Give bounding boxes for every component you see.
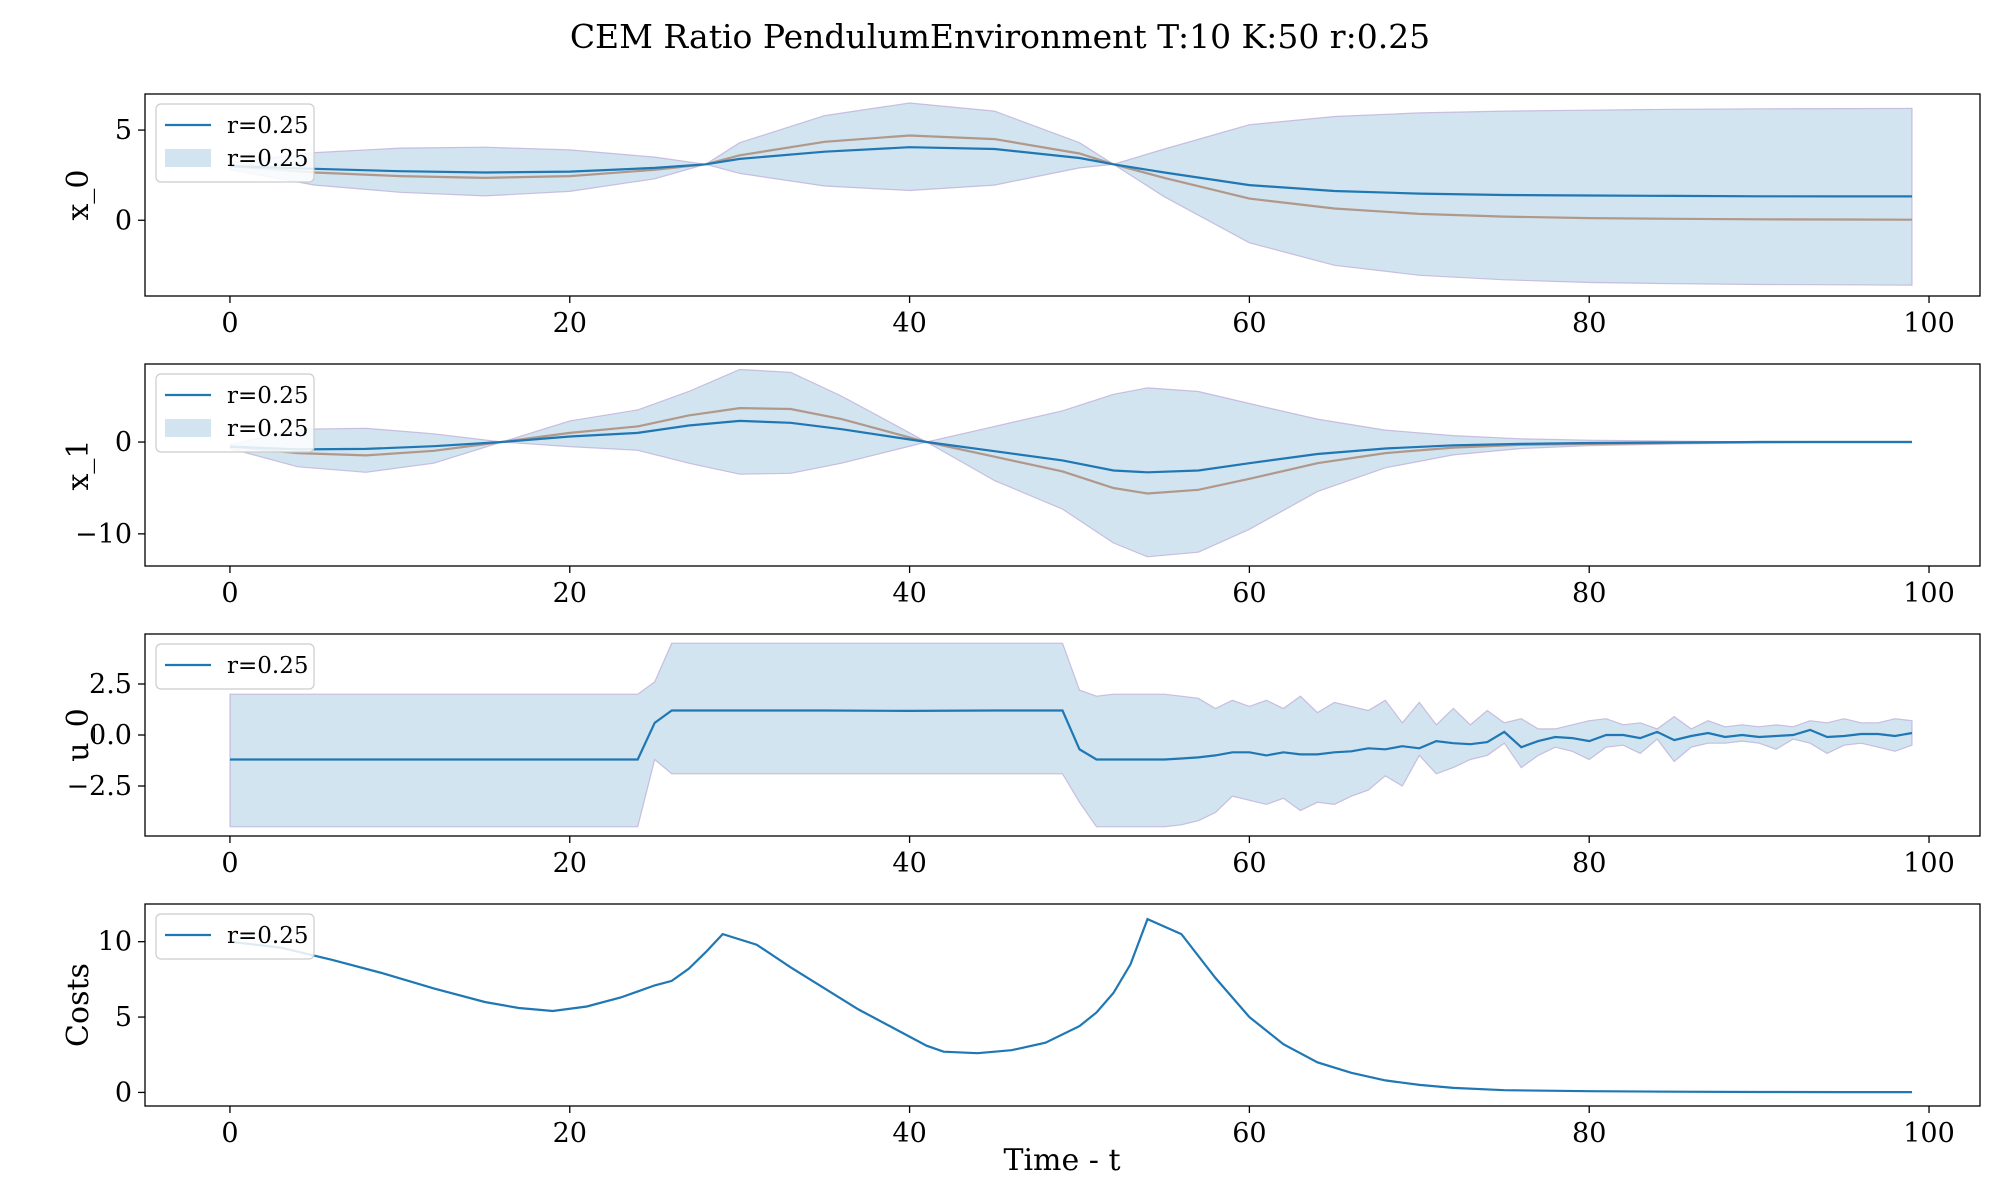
- legend-box: [155, 373, 315, 453]
- y-tick-label: 0: [115, 205, 132, 236]
- legend: r=0.25: [155, 913, 315, 960]
- legend-label: r=0.25: [227, 923, 308, 949]
- series-line: [229, 146, 1912, 198]
- axes-frame: [144, 903, 1981, 1107]
- x-tick-label: 100: [1903, 578, 1955, 609]
- x-tick-label: 20: [553, 308, 587, 339]
- x-tick-label: 0: [221, 1118, 238, 1149]
- legend-label: r=0.25: [227, 416, 308, 442]
- legend-label: r=0.25: [227, 653, 308, 679]
- confidence-band: [229, 642, 1913, 828]
- legend: r=0.25 r=0.25: [155, 373, 315, 453]
- subplot-x_0: 0 20 40 60 80 100 5 0 x_0 r=0.25 r=0.25: [61, 93, 1981, 339]
- x-tick-label: 40: [892, 578, 926, 609]
- x-axis-label: Time - t: [1003, 1143, 1120, 1178]
- legend-label: r=0.25: [227, 383, 308, 409]
- x-tick-label: 0: [221, 578, 238, 609]
- y-tick-label: 0: [115, 1077, 132, 1108]
- y-tick-label: 0.0: [89, 720, 132, 751]
- x-tick-label: 80: [1572, 578, 1606, 609]
- y-tick-label: −10: [75, 519, 132, 550]
- confidence-band: [229, 102, 1913, 286]
- x-tick-label: 100: [1903, 848, 1955, 879]
- x-tick-label: 60: [1232, 578, 1266, 609]
- y-tick-label: 2.5: [89, 669, 132, 700]
- plot-area: [229, 102, 1913, 286]
- legend-box: [155, 913, 315, 960]
- subplot-u_0: 0 20 40 60 80 100 2.5 0.0 −2.5 u_0 r=0.25: [61, 633, 1981, 879]
- legend: r=0.25: [155, 643, 315, 690]
- legend-label: r=0.25: [227, 113, 308, 139]
- x-tick-label: 20: [553, 578, 587, 609]
- x-tick-label: 20: [553, 1118, 587, 1149]
- x-tick-label: 60: [1232, 848, 1266, 879]
- y-axis-label: Costs: [61, 963, 96, 1047]
- legend-band-swatch: [165, 149, 211, 167]
- y-tick-label: 10: [98, 927, 132, 958]
- x-tick-label: 40: [892, 848, 926, 879]
- x-tick-label: 40: [892, 308, 926, 339]
- legend-box: [155, 103, 315, 183]
- x-tick-label: 100: [1903, 308, 1955, 339]
- series-line: [229, 917, 1912, 1094]
- figure-title: CEM Ratio PendulumEnvironment T:10 K:50 …: [570, 17, 1430, 56]
- y-tick-label: 5: [115, 1002, 132, 1033]
- y-tick-label: −2.5: [66, 771, 132, 802]
- band-mean-line: [229, 134, 1913, 221]
- plot-area: [229, 642, 1913, 828]
- axes-frame: [144, 363, 1981, 567]
- series-line: [230, 709, 1913, 761]
- x-tick-label: 100: [1903, 1118, 1955, 1149]
- legend: r=0.25 r=0.25: [155, 103, 315, 183]
- x-tick-label: 60: [1232, 1118, 1266, 1149]
- series-line: [229, 419, 1912, 474]
- subplot-x_1: 0 20 40 60 80 100 0 −10 x_1 r=0.25 r=0.25: [61, 363, 1981, 609]
- y-axis-label: x_0: [61, 169, 96, 220]
- x-tick-label: 20: [553, 848, 587, 879]
- y-tick-label: 5: [115, 115, 132, 146]
- x-tick-label: 0: [221, 308, 238, 339]
- x-tick-label: 80: [1572, 848, 1606, 879]
- y-tick-label: 0: [115, 427, 132, 458]
- plot-area: [229, 368, 1912, 558]
- legend-label: r=0.25: [227, 146, 308, 172]
- x-tick-label: 80: [1572, 308, 1606, 339]
- y-axis-label: x_1: [61, 439, 96, 490]
- legend-box: [155, 643, 315, 690]
- x-tick-label: 60: [1232, 308, 1266, 339]
- legend-band-swatch: [165, 419, 211, 437]
- x-tick-label: 80: [1572, 1118, 1606, 1149]
- x-tick-label: 40: [892, 1118, 926, 1149]
- axes-frame: [144, 93, 1981, 297]
- plot-area: [229, 917, 1912, 1094]
- x-tick-label: 0: [221, 848, 238, 879]
- subplot-costs: 0 20 40 60 80 100 10 5 0 Costs r=0.25: [61, 903, 1981, 1149]
- y-axis-label: u_0: [61, 708, 96, 761]
